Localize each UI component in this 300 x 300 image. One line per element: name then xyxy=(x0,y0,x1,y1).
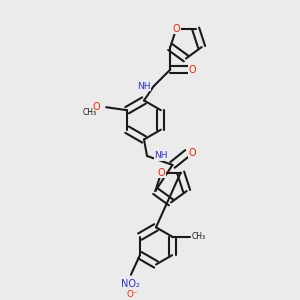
Text: CH₃: CH₃ xyxy=(82,108,97,117)
Text: CH₃: CH₃ xyxy=(192,232,206,241)
Text: O: O xyxy=(158,168,165,178)
Text: O: O xyxy=(188,148,196,158)
Text: NH: NH xyxy=(154,152,168,160)
Text: O: O xyxy=(92,102,100,112)
Text: NH: NH xyxy=(137,82,151,91)
Text: NO₂: NO₂ xyxy=(122,279,140,289)
Text: O⁻: O⁻ xyxy=(127,290,138,299)
Text: O: O xyxy=(172,24,180,34)
Text: O: O xyxy=(189,64,196,75)
